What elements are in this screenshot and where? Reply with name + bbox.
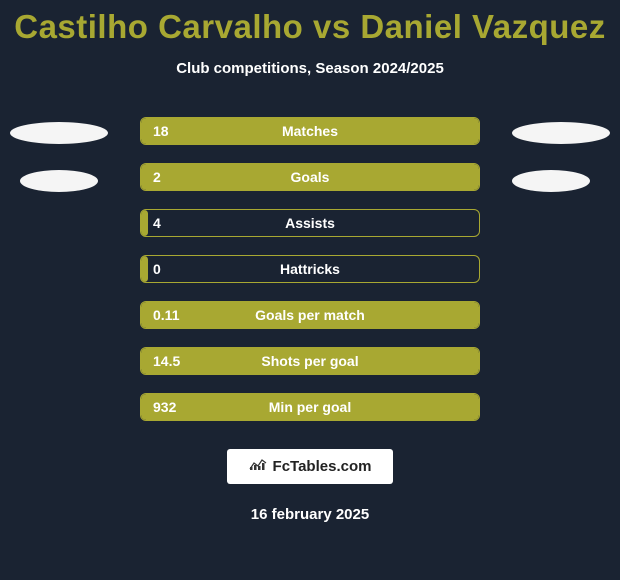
date-label: 16 february 2025: [251, 506, 369, 523]
decor-left: [10, 122, 108, 192]
stats-area: 18Matches 2Goals 4Assists 0Hattricks 0.11Goa…: [0, 117, 620, 421]
decor-right: [512, 122, 610, 192]
branding-text: FcTables.com: [273, 458, 372, 475]
decor-ellipse: [10, 122, 108, 144]
stat-label: Min per goal: [141, 399, 479, 415]
stat-label: Hattricks: [141, 261, 479, 277]
decor-ellipse: [512, 170, 590, 192]
stat-row: 2Goals: [140, 163, 480, 191]
page-title: Castilho Carvalho vs Daniel Vazquez: [14, 8, 606, 46]
stats-list: 18Matches 2Goals 4Assists 0Hattricks 0.11Goa…: [140, 117, 480, 421]
decor-ellipse: [20, 170, 98, 192]
stat-row: 4Assists: [140, 209, 480, 237]
chart-icon: [249, 457, 267, 476]
stat-label: Goals: [141, 169, 479, 185]
decor-ellipse: [512, 122, 610, 144]
stat-row: 0.11Goals per match: [140, 301, 480, 329]
stat-label: Shots per goal: [141, 353, 479, 369]
stat-row: 0Hattricks: [140, 255, 480, 283]
stat-row: 14.5Shots per goal: [140, 347, 480, 375]
stat-label: Matches: [141, 123, 479, 139]
stat-row: 18Matches: [140, 117, 480, 145]
stat-label: Assists: [141, 215, 479, 231]
branding-badge: FcTables.com: [227, 449, 394, 484]
stat-label: Goals per match: [141, 307, 479, 323]
stat-row: 932Min per goal: [140, 393, 480, 421]
comparison-card: Castilho Carvalho vs Daniel Vazquez Club…: [0, 0, 620, 580]
subtitle: Club competitions, Season 2024/2025: [176, 60, 444, 77]
